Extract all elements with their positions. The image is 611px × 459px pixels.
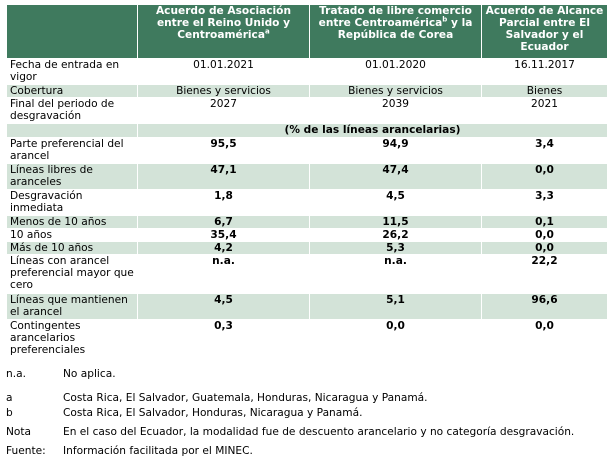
cell: 1,8 (137, 189, 310, 216)
table-row: Contingentes arancelarios preferenciales… (6, 319, 608, 359)
row-label: Líneas con arancel preferencial mayor qu… (6, 254, 138, 294)
cell: 4,2 (137, 241, 310, 255)
footnote-fuente: Fuente: Información facilitada por el MI… (6, 445, 253, 457)
cell: 47,1 (137, 163, 310, 190)
document: Acuerdo de Asociación entre el Reino Uni… (6, 4, 608, 459)
table-row: Líneas con arancel preferencial mayor qu… (6, 254, 608, 294)
footnote-na: n.a. No aplica. (6, 368, 116, 380)
row-label: Final del periodo de desgravación (6, 97, 138, 124)
cell: 2027 (137, 97, 310, 124)
table-row: Menos de 10 años 6,7 11,5 0,1 (6, 215, 608, 229)
tariff-table: Acuerdo de Asociación entre el Reino Uni… (6, 4, 608, 359)
cell: Bienes y servicios (309, 84, 482, 98)
table-row: Cobertura Bienes y servicios Bienes y se… (6, 84, 608, 98)
header-ca-korea: Tratado de libre comercio entre Centroam… (309, 4, 482, 59)
table-row: 10 años 35,4 26,2 0,0 (6, 228, 608, 242)
cell: 16.11.2017 (481, 58, 608, 85)
table-row: Líneas que mantienen el arancel 4,5 5,1 … (6, 293, 608, 320)
cell: 6,7 (137, 215, 310, 229)
cell: 0,0 (481, 228, 608, 242)
table-row: Final del periodo de desgravación 2027 2… (6, 97, 608, 124)
header-uk-ca: Acuerdo de Asociación entre el Reino Uni… (137, 4, 310, 59)
table-row: Parte preferencial del arancel 95,5 94,9… (6, 137, 608, 164)
cell: 35,4 (137, 228, 310, 242)
table-row: Fecha de entrada en vigor 01.01.2021 01.… (6, 58, 608, 85)
row-label: Cobertura (6, 84, 138, 98)
header-sv-ec: Acuerdo de Alcance Parcial entre El Salv… (481, 4, 608, 59)
footnotes: n.a. No aplica. a Costa Rica, El Salvado… (6, 367, 607, 459)
footnote-b: b Costa Rica, El Salvador, Honduras, Nic… (6, 407, 363, 419)
table-row: Más de 10 años 4,2 5,3 0,0 (6, 241, 608, 255)
cell: 4,5 (309, 189, 482, 216)
row-label: Líneas que mantienen el arancel (6, 293, 138, 320)
cell: 94,9 (309, 137, 482, 164)
header-row: Acuerdo de Asociación entre el Reino Uni… (6, 4, 608, 59)
cell: Bienes y servicios (137, 84, 310, 98)
cell: 01.01.2020 (309, 58, 482, 85)
cell: 0,1 (481, 215, 608, 229)
cell: 01.01.2021 (137, 58, 310, 85)
cell: 0,0 (481, 319, 608, 359)
table-row: Desgravación inmediata 1,8 4,5 3,3 (6, 189, 608, 216)
cell: 4,5 (137, 293, 310, 320)
cell: 0,0 (481, 163, 608, 190)
cell: 0,3 (137, 319, 310, 359)
cell: 95,5 (137, 137, 310, 164)
row-label: 10 años (6, 228, 138, 242)
footnote-nota: Nota En el caso del Ecuador, la modalida… (6, 426, 575, 438)
cell: 3,3 (481, 189, 608, 216)
cell: 11,5 (309, 215, 482, 229)
cell: 47,4 (309, 163, 482, 190)
cell: 5,1 (309, 293, 482, 320)
cell: n.a. (137, 254, 310, 294)
cell: Bienes (481, 84, 608, 98)
cell: 5,3 (309, 241, 482, 255)
cell: 3,4 (481, 137, 608, 164)
cell: 2021 (481, 97, 608, 124)
table-row: Líneas libres de aranceles 47,1 47,4 0,0 (6, 163, 608, 190)
row-label: Contingentes arancelarios preferenciales (6, 319, 138, 359)
row-label: Fecha de entrada en vigor (6, 58, 138, 85)
unit-label: (% de las líneas arancelarias) (137, 123, 608, 138)
unit-row: (% de las líneas arancelarias) (6, 123, 608, 138)
cell: 26,2 (309, 228, 482, 242)
cell: 2039 (309, 97, 482, 124)
footnote-a: a Costa Rica, El Salvador, Guatemala, Ho… (6, 392, 428, 404)
row-label: Más de 10 años (6, 241, 138, 255)
row-label: Líneas libres de aranceles (6, 163, 138, 190)
cell: 96,6 (481, 293, 608, 320)
cell: 0,0 (481, 241, 608, 255)
row-label: Menos de 10 años (6, 215, 138, 229)
cell: n.a. (309, 254, 482, 294)
row-label: Desgravación inmediata (6, 189, 138, 216)
cell: 0,0 (309, 319, 482, 359)
row-label: Parte preferencial del arancel (6, 137, 138, 164)
cell: 22,2 (481, 254, 608, 294)
header-blank (6, 4, 138, 59)
